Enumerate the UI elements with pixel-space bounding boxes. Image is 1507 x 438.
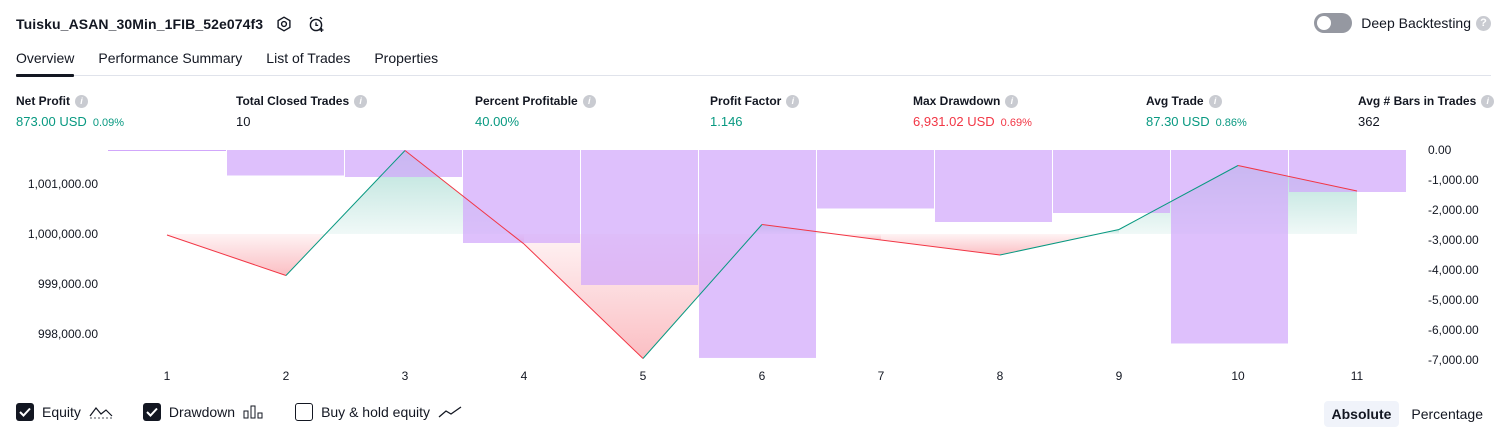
drawdown-bar — [1053, 150, 1170, 213]
left-axis-tick-label: 1,000,000.00 — [28, 227, 98, 241]
info-icon[interactable]: i — [1005, 95, 1018, 108]
tab-overview[interactable]: Overview — [16, 44, 74, 76]
legend-buy-hold-label: Buy & hold equity — [321, 404, 430, 420]
left-axis-tick-label: 999,000.00 — [38, 277, 98, 291]
tab-list-of-trades[interactable]: List of Trades — [266, 44, 350, 76]
metric-percent: 0.69% — [1001, 117, 1032, 129]
drawdown-bar — [463, 150, 580, 243]
x-axis-tick-label: 2 — [283, 369, 290, 380]
right-axis-tick-label: -3,000.00 — [1428, 233, 1479, 247]
x-axis-tick-label: 5 — [640, 369, 647, 380]
drawdown-bar — [935, 150, 1052, 222]
left-axis-tick-label: 998,000.00 — [38, 327, 98, 341]
right-axis-tick-label: -2,000.00 — [1428, 203, 1479, 217]
equity-chart[interactable]: 1,001,000.00 1,000,000.00 999,000.00 998,00… — [0, 140, 1507, 380]
metrics-row: Net Profit i 873.00 USD 0.09% Total Closed… — [0, 94, 1507, 134]
metric-value: 1.146 — [710, 114, 743, 129]
left-axis-tick-label: 1,001,000.00 — [28, 177, 98, 191]
metric-label: Avg # Bars in Trades — [1358, 94, 1476, 108]
x-axis-tick-label: 3 — [402, 369, 409, 380]
gear-icon[interactable] — [273, 13, 295, 35]
right-axis-tick-label: -5,000.00 — [1428, 293, 1479, 307]
x-axis-tick-label: 1 — [164, 369, 171, 380]
strategy-header: Tuisku_ASAN_30Min_1FIB_52e074f3 — [16, 12, 327, 36]
x-axis-tick-label: 9 — [1116, 369, 1123, 380]
info-icon[interactable]: i — [75, 95, 88, 108]
x-axis-tick-label: 4 — [521, 369, 528, 380]
metric-label: Avg Trade — [1146, 94, 1204, 108]
legend-drawdown-label: Drawdown — [169, 404, 235, 420]
metric-profit-factor: Profit Factor i 1.146 — [710, 94, 799, 129]
metric-value: 87.30 USD — [1146, 114, 1210, 129]
metric-value: 362 — [1358, 114, 1380, 129]
right-axis-tick-label: -4,000.00 — [1428, 263, 1479, 277]
x-axis-tick-label: 10 — [1231, 369, 1245, 380]
deep-backtesting: Deep Backtesting ? — [1314, 13, 1491, 33]
metric-percent-profitable: Percent Profitable i 40.00% — [475, 94, 596, 129]
legend-equity-label: Equity — [42, 404, 81, 420]
info-icon[interactable]: i — [583, 95, 596, 108]
absolute-button[interactable]: Absolute — [1324, 401, 1400, 427]
value-mode-switch: Absolute Percentage — [1320, 401, 1492, 427]
legend-buy-hold[interactable]: Buy & hold equity — [295, 403, 462, 421]
percentage-button[interactable]: Percentage — [1403, 401, 1491, 427]
drawdown-bar — [699, 150, 816, 358]
metric-label: Net Profit — [16, 94, 70, 108]
metric-avg-bars: Avg # Bars in Trades i 362 — [1358, 94, 1494, 129]
strategy-title: Tuisku_ASAN_30Min_1FIB_52e074f3 — [16, 16, 263, 32]
metric-net-profit: Net Profit i 873.00 USD 0.09% — [16, 94, 124, 129]
info-icon[interactable]: i — [1481, 95, 1494, 108]
metric-value: 10 — [236, 114, 250, 129]
buy-hold-line-icon — [438, 405, 462, 419]
metric-value: 40.00% — [475, 114, 519, 129]
metric-total-closed-trades: Total Closed Trades i 10 — [236, 94, 367, 129]
metric-avg-trade: Avg Trade i 87.30 USD 0.86% — [1146, 94, 1247, 129]
tab-performance-summary[interactable]: Performance Summary — [98, 44, 242, 76]
drawdown-checkbox[interactable] — [143, 403, 161, 421]
help-icon[interactable]: ? — [1476, 16, 1491, 31]
drawdown-bar — [1289, 150, 1406, 192]
right-axis-tick-label: -7,000.00 — [1428, 353, 1479, 367]
metric-percent: 0.09% — [93, 117, 124, 129]
metric-value: 6,931.02 USD — [913, 114, 995, 129]
legend-equity[interactable]: Equity — [16, 403, 113, 421]
metric-label: Total Closed Trades — [236, 94, 349, 108]
right-axis-tick-label: 0.00 — [1428, 143, 1452, 157]
tab-bar: Overview Performance Summary List of Tra… — [16, 44, 1491, 76]
buy-hold-checkbox[interactable] — [295, 403, 313, 421]
metric-value: 873.00 USD — [16, 114, 87, 129]
right-axis-tick-label: -1,000.00 — [1428, 173, 1479, 187]
info-icon[interactable]: i — [354, 95, 367, 108]
drawdown-bar — [1171, 150, 1288, 344]
drawdown-bar — [345, 150, 462, 177]
legend-drawdown[interactable]: Drawdown — [143, 403, 265, 421]
metric-label: Profit Factor — [710, 94, 781, 108]
equity-line-icon — [89, 405, 113, 419]
x-axis-tick-label: 8 — [997, 369, 1004, 380]
deep-backtesting-toggle[interactable] — [1314, 13, 1352, 33]
metric-max-drawdown: Max Drawdown i 6,931.02 USD 0.69% — [913, 94, 1032, 129]
x-axis-tick-label: 11 — [1351, 369, 1364, 380]
info-icon[interactable]: i — [786, 95, 799, 108]
metric-label: Max Drawdown — [913, 94, 1000, 108]
alarm-clock-plus-icon[interactable] — [305, 13, 327, 35]
metric-label: Percent Profitable — [475, 94, 578, 108]
x-axis-tick-label: 6 — [759, 369, 766, 380]
metric-percent: 0.86% — [1216, 117, 1247, 129]
equity-loss-area — [881, 234, 1000, 255]
chart-legend: Equity Drawdown Buy & hold equity — [16, 403, 492, 421]
drawdown-bar — [817, 150, 934, 209]
drawdown-bar — [227, 150, 344, 176]
right-axis-tick-label: -6,000.00 — [1428, 323, 1479, 337]
x-axis-tick-label: 7 — [878, 369, 885, 380]
tab-properties[interactable]: Properties — [374, 44, 438, 76]
drawdown-bars-icon — [243, 405, 265, 419]
info-icon[interactable]: i — [1209, 95, 1222, 108]
drawdown-bar — [581, 150, 698, 285]
deep-backtesting-label: Deep Backtesting — [1361, 15, 1471, 31]
equity-checkbox[interactable] — [16, 403, 34, 421]
